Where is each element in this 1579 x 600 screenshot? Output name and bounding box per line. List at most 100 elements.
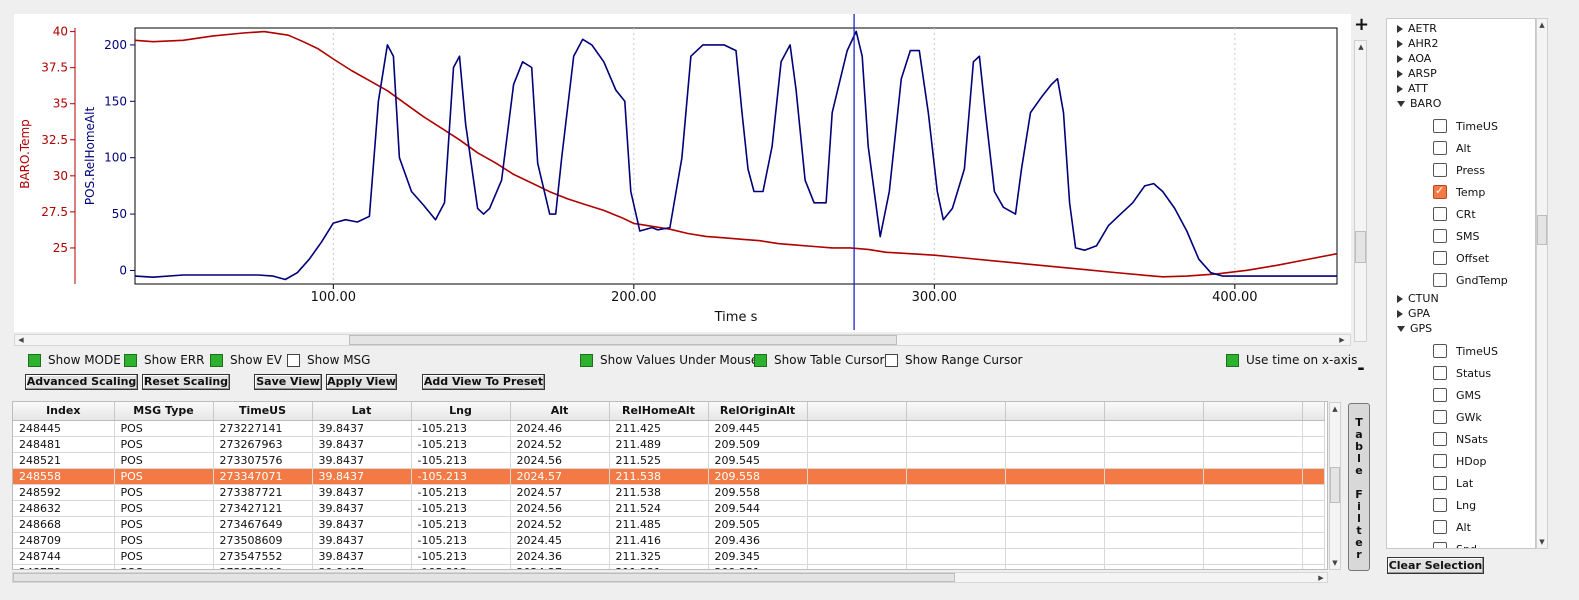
tree-field[interactable]: Press <box>1433 162 1485 178</box>
data-table[interactable]: Index MSG Type TimeUS Lat Lng Alt RelHomeAlt Re… <box>12 401 1328 570</box>
scroll-down-icon[interactable]: ▼ <box>1332 559 1338 567</box>
tree-vertical-scroll-thumb[interactable] <box>1537 215 1547 245</box>
checkbox-icon[interactable] <box>580 353 593 367</box>
tree-field[interactable]: GndTemp <box>1433 272 1508 288</box>
tree-group[interactable]: ARSP <box>1397 67 1437 81</box>
plot-area[interactable]: 40 37.5 35 32.5 30 27.5 25 200 150 100 50 0 100.00… <box>14 14 1351 332</box>
reset-scaling-button[interactable]: Reset Scaling <box>142 374 230 390</box>
tree-field[interactable]: GWk <box>1433 409 1482 425</box>
expand-right-icon[interactable] <box>1397 295 1403 303</box>
tree-group[interactable]: GPA <box>1397 307 1430 321</box>
zoom-out-button[interactable]: - <box>1357 358 1365 379</box>
checkbox-icon[interactable] <box>1433 141 1447 155</box>
expand-right-icon[interactable] <box>1397 40 1403 48</box>
checkbox-icon[interactable] <box>885 353 898 367</box>
table-row[interactable]: 248445 POS 273227141 39.8437 -105.213 2024.46… <box>13 420 1325 437</box>
zoom-in-button[interactable]: + <box>1354 14 1370 35</box>
checkbox-icon[interactable] <box>287 353 300 367</box>
checkbox-icon[interactable] <box>1433 344 1447 358</box>
table-row[interactable]: 248558 POS 273347071 39.8437 -105.213 2024.57… <box>13 468 1325 485</box>
table-vertical-scrollbar[interactable]: ▲ ▼ <box>1329 402 1341 570</box>
show-range-cursor-toggle[interactable]: Show Range Cursor <box>885 352 1023 368</box>
column-header[interactable]: TimeUS <box>213 402 313 421</box>
tree-field[interactable]: TimeUS <box>1433 118 1498 134</box>
plot-horizontal-scroll-thumb[interactable] <box>349 335 897 345</box>
apply-view-button[interactable]: Apply View <box>326 374 397 390</box>
checkbox-icon[interactable] <box>1433 119 1447 133</box>
column-header[interactable]: RelOriginAlt <box>708 402 808 421</box>
checkbox-icon[interactable] <box>124 353 137 367</box>
checkbox-icon[interactable] <box>1433 184 1447 199</box>
checkbox-icon[interactable] <box>1433 410 1447 424</box>
tree-vertical-scrollbar[interactable]: ▲ ▼ <box>1536 18 1548 549</box>
table-row[interactable]: 248744 POS 273547552 39.8437 -105.213 2024.36… <box>13 548 1325 565</box>
checkbox-icon[interactable] <box>1433 432 1447 446</box>
column-header[interactable]: Lat <box>312 402 412 421</box>
column-header[interactable] <box>1203 402 1303 421</box>
scroll-right-icon[interactable]: ▶ <box>1318 574 1324 582</box>
tree-field[interactable]: CRt <box>1433 206 1476 222</box>
checkbox-icon[interactable] <box>754 353 767 367</box>
expand-right-icon[interactable] <box>1397 85 1403 93</box>
table-horizontal-scroll-thumb[interactable] <box>13 573 955 582</box>
save-view-button[interactable]: Save View <box>254 374 322 390</box>
table-row[interactable]: 248709 POS 273508609 39.8437 -105.213 2024.45… <box>13 532 1325 549</box>
tree-field[interactable]: Spd <box>1433 541 1477 548</box>
scroll-right-icon[interactable]: ▶ <box>1339 336 1345 344</box>
column-header[interactable]: Alt <box>510 402 610 421</box>
checkbox-icon[interactable] <box>28 353 41 367</box>
expand-right-icon[interactable] <box>1397 55 1403 63</box>
checkbox-icon[interactable] <box>1433 229 1447 243</box>
column-header[interactable] <box>807 402 907 421</box>
checkbox-icon[interactable] <box>1433 520 1447 534</box>
scroll-up-icon[interactable]: ▲ <box>1539 21 1545 29</box>
expand-right-icon[interactable] <box>1397 310 1403 318</box>
table-row[interactable]: 248632 POS 273427121 39.8437 -105.213 2024.56… <box>13 500 1325 517</box>
checkbox-icon[interactable] <box>1433 388 1447 402</box>
checkbox-icon[interactable] <box>1433 542 1447 548</box>
column-header[interactable]: RelHomeAlt <box>609 402 709 421</box>
checkbox-icon[interactable] <box>1433 476 1447 490</box>
tree-field[interactable]: Alt <box>1433 519 1471 535</box>
tree-group[interactable]: BARO <box>1397 97 1441 111</box>
show-msg-toggle[interactable]: Show MSG <box>287 352 370 368</box>
checkbox-icon[interactable] <box>1433 207 1447 221</box>
table-row[interactable]: 248668 POS 273467649 39.8437 -105.213 2024.52… <box>13 516 1325 533</box>
tree-field[interactable]: Lng <box>1433 497 1476 513</box>
table-horizontal-scrollbar[interactable]: ◀ ▶ <box>12 572 1328 583</box>
expand-down-icon[interactable] <box>1397 326 1405 332</box>
column-header[interactable] <box>1005 402 1105 421</box>
tree-field[interactable]: Offset <box>1433 250 1489 266</box>
plot-vertical-scrollbar[interactable]: ▲ <box>1354 40 1367 342</box>
tree-group[interactable]: AHR2 <box>1397 37 1438 51</box>
expand-right-icon[interactable] <box>1397 70 1403 78</box>
column-header[interactable]: Lng <box>411 402 511 421</box>
tree-field[interactable]: Temp <box>1433 184 1485 200</box>
tree-group[interactable]: AOA <box>1397 52 1431 66</box>
field-tree[interactable]: AETR AHR2 AOA ARSP ATT BARO TimeUS Alt Press Temp… <box>1386 18 1536 549</box>
tree-group[interactable]: GPS <box>1397 322 1432 336</box>
tree-field[interactable]: Status <box>1433 365 1491 381</box>
advanced-scaling-button[interactable]: Advanced Scaling <box>25 374 138 390</box>
plot-vertical-scroll-thumb[interactable] <box>1355 231 1366 263</box>
scroll-left-icon[interactable]: ◀ <box>18 336 24 344</box>
tree-group[interactable]: AETR <box>1397 22 1437 36</box>
chart[interactable]: 40 37.5 35 32.5 30 27.5 25 200 150 100 50 0 100.00… <box>14 14 1351 332</box>
column-header[interactable] <box>1302 402 1325 421</box>
column-header[interactable] <box>906 402 1006 421</box>
checkbox-icon[interactable] <box>1433 366 1447 380</box>
checkbox-icon[interactable] <box>1433 251 1447 265</box>
tree-group[interactable]: CTUN <box>1397 292 1439 306</box>
checkbox-icon[interactable] <box>1433 163 1447 177</box>
show-ev-toggle[interactable]: Show EV <box>210 352 282 368</box>
tree-field[interactable]: SMS <box>1433 228 1479 244</box>
tree-field[interactable]: Lat <box>1433 475 1473 491</box>
tree-group[interactable]: ATT <box>1397 82 1428 96</box>
expand-right-icon[interactable] <box>1397 25 1403 33</box>
column-header[interactable]: Index <box>13 402 115 421</box>
scroll-up-icon[interactable]: ▲ <box>1358 43 1364 51</box>
clear-selection-button[interactable]: Clear Selection <box>1387 557 1484 574</box>
table-row[interactable]: 248521 POS 273307576 39.8437 -105.213 2024.56… <box>13 452 1325 469</box>
tree-field[interactable]: Alt <box>1433 140 1471 156</box>
tree-field[interactable]: HDop <box>1433 453 1486 469</box>
